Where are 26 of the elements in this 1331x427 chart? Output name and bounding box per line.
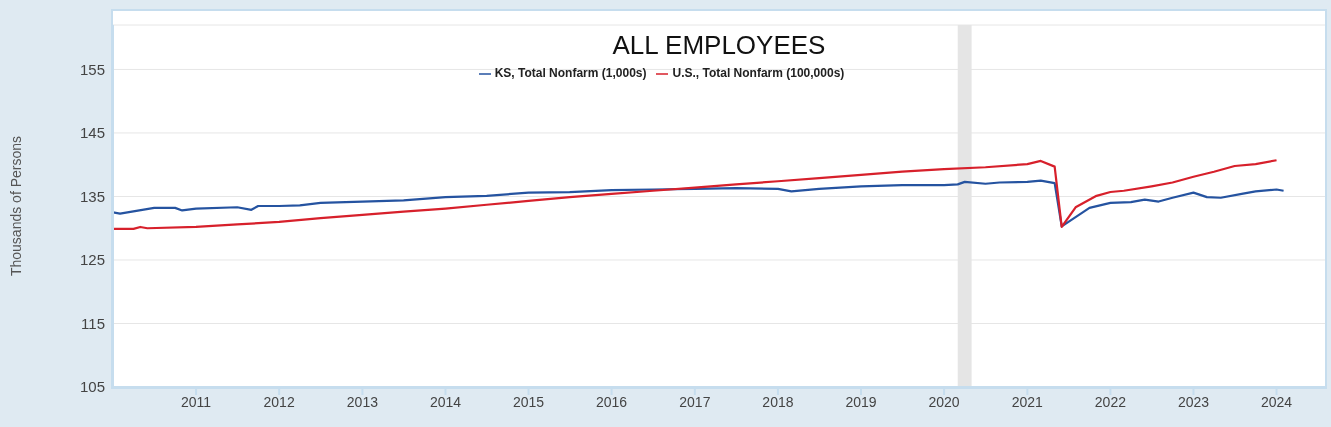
x-tick-label: 2023 — [1177, 393, 1210, 410]
x-tick-label: 2013 — [346, 393, 379, 410]
y-tick-label: 115 — [81, 314, 105, 332]
y-axis-title: Thousands of Persons — [7, 135, 24, 277]
x-tick-label: 2016 — [596, 393, 628, 410]
y-tick-label: 105 — [79, 378, 105, 396]
x-tick-label: 2012 — [263, 393, 295, 410]
y-tick-label: 145 — [79, 124, 105, 142]
y-tick-label: 125 — [79, 251, 105, 269]
x-tick-label: 2021 — [1011, 393, 1044, 410]
chart-title: ALL EMPLOYEES — [611, 30, 827, 61]
x-tick-label: 2020 — [928, 393, 960, 410]
x-tick-label: 2018 — [762, 393, 794, 410]
line-series — [113, 159, 1278, 230]
x-tick-label: 2014 — [429, 393, 462, 410]
x-tick-label: 2024 — [1260, 393, 1293, 410]
legend-label: U.S., Total Nonfarm (100,000s) — [672, 66, 845, 80]
x-tick-label: 2019 — [845, 393, 877, 410]
y-tick-label: 135 — [79, 187, 105, 205]
x-tick-label: 2022 — [1094, 393, 1127, 410]
legend-label: KS, Total Nonfarm (1,000s) — [494, 66, 647, 80]
line-series — [113, 179, 1285, 228]
x-tick-label: 2017 — [679, 393, 711, 410]
y-tick-label: 155 — [79, 60, 105, 78]
x-tick-label: 2011 — [181, 393, 212, 410]
x-tick-label: 2015 — [512, 393, 545, 410]
